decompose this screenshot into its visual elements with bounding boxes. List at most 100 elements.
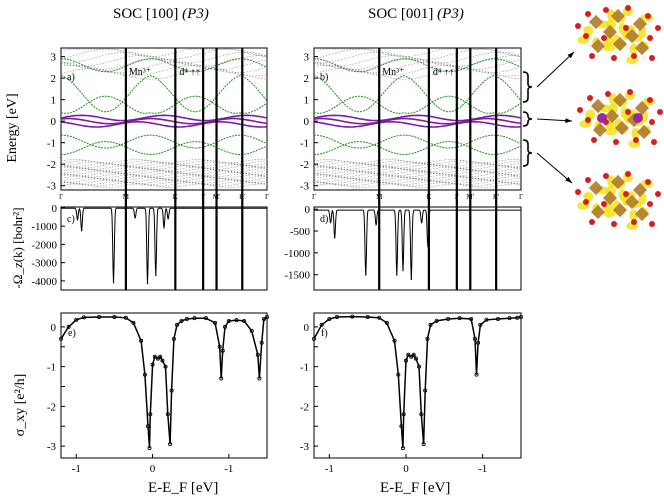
berry-c-ytick-label: -2000 <box>31 239 57 251</box>
crystal-lower-octahedron <box>634 206 650 222</box>
berry-c-frame <box>60 206 268 291</box>
crystal-lower-oxygen-atom <box>603 173 609 179</box>
ahc-f-data-point <box>476 340 481 345</box>
band-a-high-band <box>60 48 268 61</box>
band-b-high-band <box>313 61 522 73</box>
crystal-middle-oxygen-atom <box>613 139 619 145</box>
arrow-middle-head <box>565 118 572 124</box>
band-a-high-band <box>60 61 268 73</box>
berry-c-group <box>60 206 268 291</box>
band-a-deep-band <box>60 161 268 166</box>
crystal-middle-octahedron <box>636 124 652 140</box>
arrow-upper-head <box>567 52 574 59</box>
ahc-f-ytick-label: 0 <box>304 322 310 334</box>
ahc-f-data-point <box>419 412 424 417</box>
ahc-e-data-point <box>165 412 170 417</box>
band-a-kpoint-label: K <box>173 193 178 201</box>
ahc-f-xtick-label: -1 <box>325 463 334 475</box>
ahc-f-data-point <box>469 316 474 321</box>
crystal-middle-octahedron <box>614 120 630 136</box>
band-a-eg-band <box>60 114 268 122</box>
ahc-e-data-point <box>145 424 150 429</box>
crystal-lower-oxygen-atom <box>575 189 581 195</box>
ahc-f-data-point <box>400 446 405 451</box>
band-b-kpoint-label: M <box>376 193 383 201</box>
ahc-e-data-point <box>74 317 79 322</box>
berry-d-peak-point <box>396 274 398 276</box>
band-b-ytick-label: 2 <box>304 73 310 85</box>
ahc-e-xtick-label: -1 <box>72 463 81 475</box>
crystal-lower-octahedron <box>602 190 618 206</box>
crystal-lower-octahedron <box>632 182 648 198</box>
ahc-e-data-point <box>242 318 247 323</box>
band-a-green-band <box>60 134 268 149</box>
crystal-lower-oxygen-atom <box>589 219 595 225</box>
band-a-green-band <box>60 75 268 113</box>
berry-c-peak-point <box>112 282 115 284</box>
band-a-green-band <box>60 95 268 114</box>
crystal-middle-oxygen-atom <box>577 107 583 113</box>
berry-d-panel-label: d) <box>320 214 328 225</box>
ahc-e-panel-label: e) <box>68 328 76 339</box>
band-a-kpoint-label: Γ <box>265 193 269 201</box>
berry-c-peak-point <box>134 217 136 219</box>
crystal-lower-oxygen-atom <box>645 179 651 185</box>
ahc-e-data-point <box>257 376 262 381</box>
band-b-panel-label: b) <box>320 72 328 83</box>
crystal-upper-oxygen-atom <box>631 53 637 59</box>
band-b-green-band <box>313 134 522 149</box>
ahc-f-data-point <box>311 336 316 341</box>
ahc-e-data-point <box>255 352 260 357</box>
band-a-kpoint-label: Γ <box>59 193 63 201</box>
band-b-kpoint-label: Γ <box>312 193 316 201</box>
band-b-green-band <box>313 141 522 156</box>
berry-c-peak-point <box>167 218 169 220</box>
ahc-f-ytick-label: -3 <box>300 441 310 453</box>
berry-d-peak-point <box>402 269 404 271</box>
ahc-e-data-point <box>152 354 157 359</box>
crystal-upper-oxygen-atom <box>601 35 607 41</box>
xlabel-left: E-E_F [eV] <box>148 480 218 496</box>
ahc-f-data-point <box>399 424 404 429</box>
berry-c-curve <box>61 207 267 285</box>
crystal-middle-octahedron <box>590 98 606 114</box>
ahc-e-data-point <box>160 358 165 363</box>
berry-d-ytick-label: -1500 <box>284 270 310 282</box>
band-b-green-band <box>313 95 522 114</box>
xlabel-right: E-E_F [eV] <box>380 480 450 496</box>
band-a-panel-label: a) <box>67 72 75 83</box>
berry-d-peak-point <box>421 221 423 223</box>
ahc-e-data-point <box>223 324 228 329</box>
crystal-middle-orbital-lobe <box>605 127 618 136</box>
ahc-e-curve <box>60 316 268 449</box>
crystal-middle-octahedron <box>612 92 628 108</box>
crystal-upper-oxygen-atom <box>645 13 651 19</box>
ahc-f-panel-label: f) <box>321 328 328 339</box>
crystal-upper-oxygen-atom <box>611 55 617 61</box>
ahc-e-data-point <box>192 316 197 321</box>
ahc-e-data-point <box>259 340 264 345</box>
band-a-deep-band <box>60 164 268 169</box>
band-a-kpoint-label: K' <box>239 193 245 201</box>
ahc-e-data-point <box>158 354 163 359</box>
berry-d-ytick-label: 0 <box>305 204 311 216</box>
ahc-e-data-point <box>66 324 71 329</box>
ahc-f-data-point <box>396 372 401 377</box>
ahc-f-data-point <box>507 316 512 321</box>
ahc-f-data-point <box>446 316 451 321</box>
band-a-green-band <box>60 141 268 156</box>
band-b-eg-band <box>313 121 522 128</box>
ahc-e-ytick-label: -3 <box>47 441 57 453</box>
berry-d-peak-point <box>329 221 332 223</box>
ahc-f-data-point <box>417 364 422 369</box>
crystal-upper-oxygen-atom <box>649 55 655 61</box>
band-b-green-band <box>313 75 522 113</box>
berry-d-group <box>313 206 522 291</box>
ahc-e-xtick-label: 0 <box>150 463 156 475</box>
berry-d-peak-point <box>365 274 367 276</box>
band-a-ytick-label: 3 <box>51 52 57 64</box>
ahc-e-data-point <box>97 314 102 319</box>
ahc-f-data-point <box>434 318 439 323</box>
ahc-f-data-point <box>515 315 520 320</box>
band-a-deep-band <box>60 163 268 168</box>
